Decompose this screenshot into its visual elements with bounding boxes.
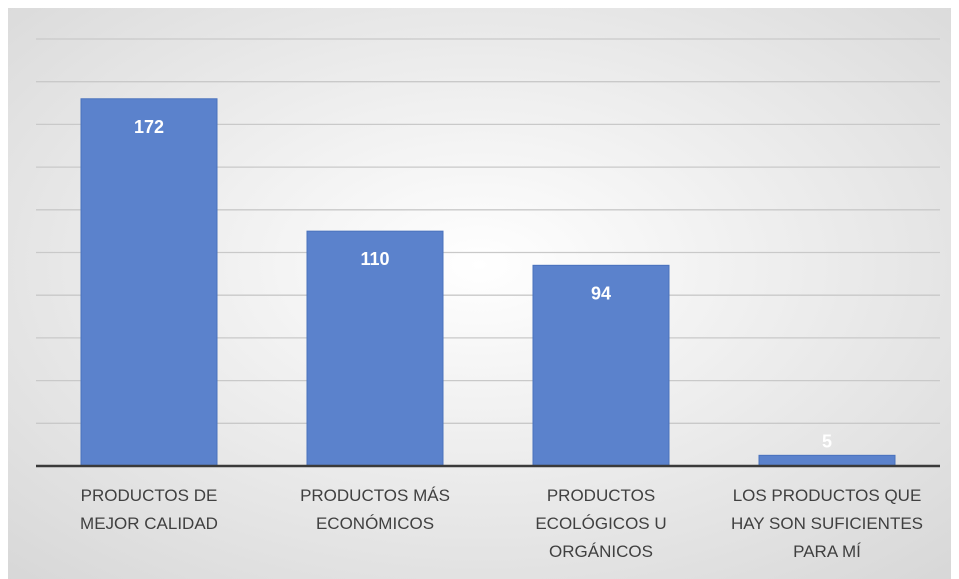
category-label-line: LOS PRODUCTOS QUE	[733, 486, 922, 505]
data-label: 94	[591, 283, 611, 303]
category-label-line: MEJOR CALIDAD	[80, 514, 218, 533]
bar	[80, 98, 218, 467]
bar	[758, 454, 896, 467]
data-label: 172	[134, 117, 164, 137]
category-labels: PRODUCTOS DE MEJOR CALIDAD PRODUCTOS MÁS EC…	[80, 486, 923, 561]
category-label: LOS PRODUCTOS QUE HAY SON SUFICIENTES PARA…	[731, 486, 923, 561]
category-label-line: PARA MÍ	[793, 542, 861, 561]
category-label-line: ECONÓMICOS	[316, 514, 434, 533]
category-label-line: PRODUCTOS DE	[81, 486, 218, 505]
category-label: PRODUCTOS ECOLÓGICOS U ORGÁNICOS	[535, 486, 666, 561]
category-label-line: HAY SON SUFICIENTES	[731, 514, 923, 533]
bar	[306, 230, 444, 467]
data-label: 5	[822, 431, 832, 451]
category-label: PRODUCTOS MÁS ECONÓMICOS	[300, 486, 450, 533]
category-label-line: PRODUCTOS MÁS	[300, 486, 450, 505]
bars: 172 110 94 5	[80, 98, 896, 467]
category-label-line: PRODUCTOS	[547, 486, 655, 505]
category-label-line: ECOLÓGICOS U	[535, 514, 666, 533]
bar	[532, 264, 670, 467]
category-label-line: ORGÁNICOS	[549, 542, 653, 561]
category-label: PRODUCTOS DE MEJOR CALIDAD	[80, 486, 218, 533]
data-label: 110	[360, 249, 389, 269]
